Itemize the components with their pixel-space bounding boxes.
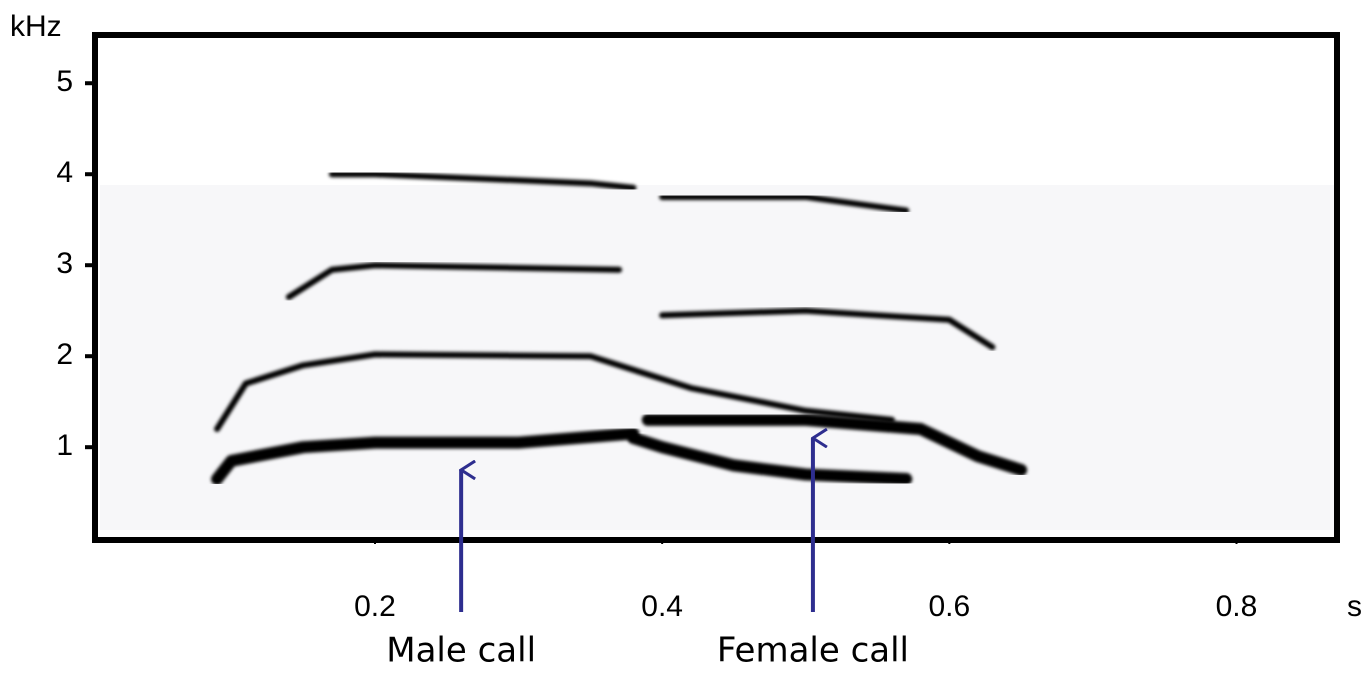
y-tick-label: 3	[56, 247, 73, 280]
x-tick-label: 0.2	[354, 590, 396, 623]
y-unit: kHz	[10, 10, 62, 43]
annotation-label: Male call	[386, 631, 536, 671]
plot	[211, 171, 1028, 486]
x-tick-label: 0.4	[641, 590, 683, 623]
x-tick-label: 0.8	[1216, 590, 1258, 623]
y-tick-label: 5	[56, 65, 73, 98]
harmonic-trace	[214, 351, 895, 432]
annotation-label: Female call	[717, 631, 909, 671]
harmonic-trace	[641, 413, 1028, 476]
spectrogram-background	[100, 185, 1335, 530]
y-tick-label: 2	[56, 338, 73, 371]
harmonic-trace	[659, 193, 910, 214]
harmonic-trace	[211, 427, 640, 486]
harmonic-trace	[659, 307, 996, 351]
x-tick-label: 0.6	[928, 590, 970, 623]
harmonic-trace	[627, 432, 913, 486]
y-tick-label: 1	[56, 429, 73, 462]
frame	[92, 32, 1340, 543]
x-unit: s	[1347, 590, 1362, 623]
harmonic-trace	[328, 171, 637, 191]
harmonic-trace	[285, 262, 623, 301]
y-tick-label: 4	[56, 156, 73, 189]
